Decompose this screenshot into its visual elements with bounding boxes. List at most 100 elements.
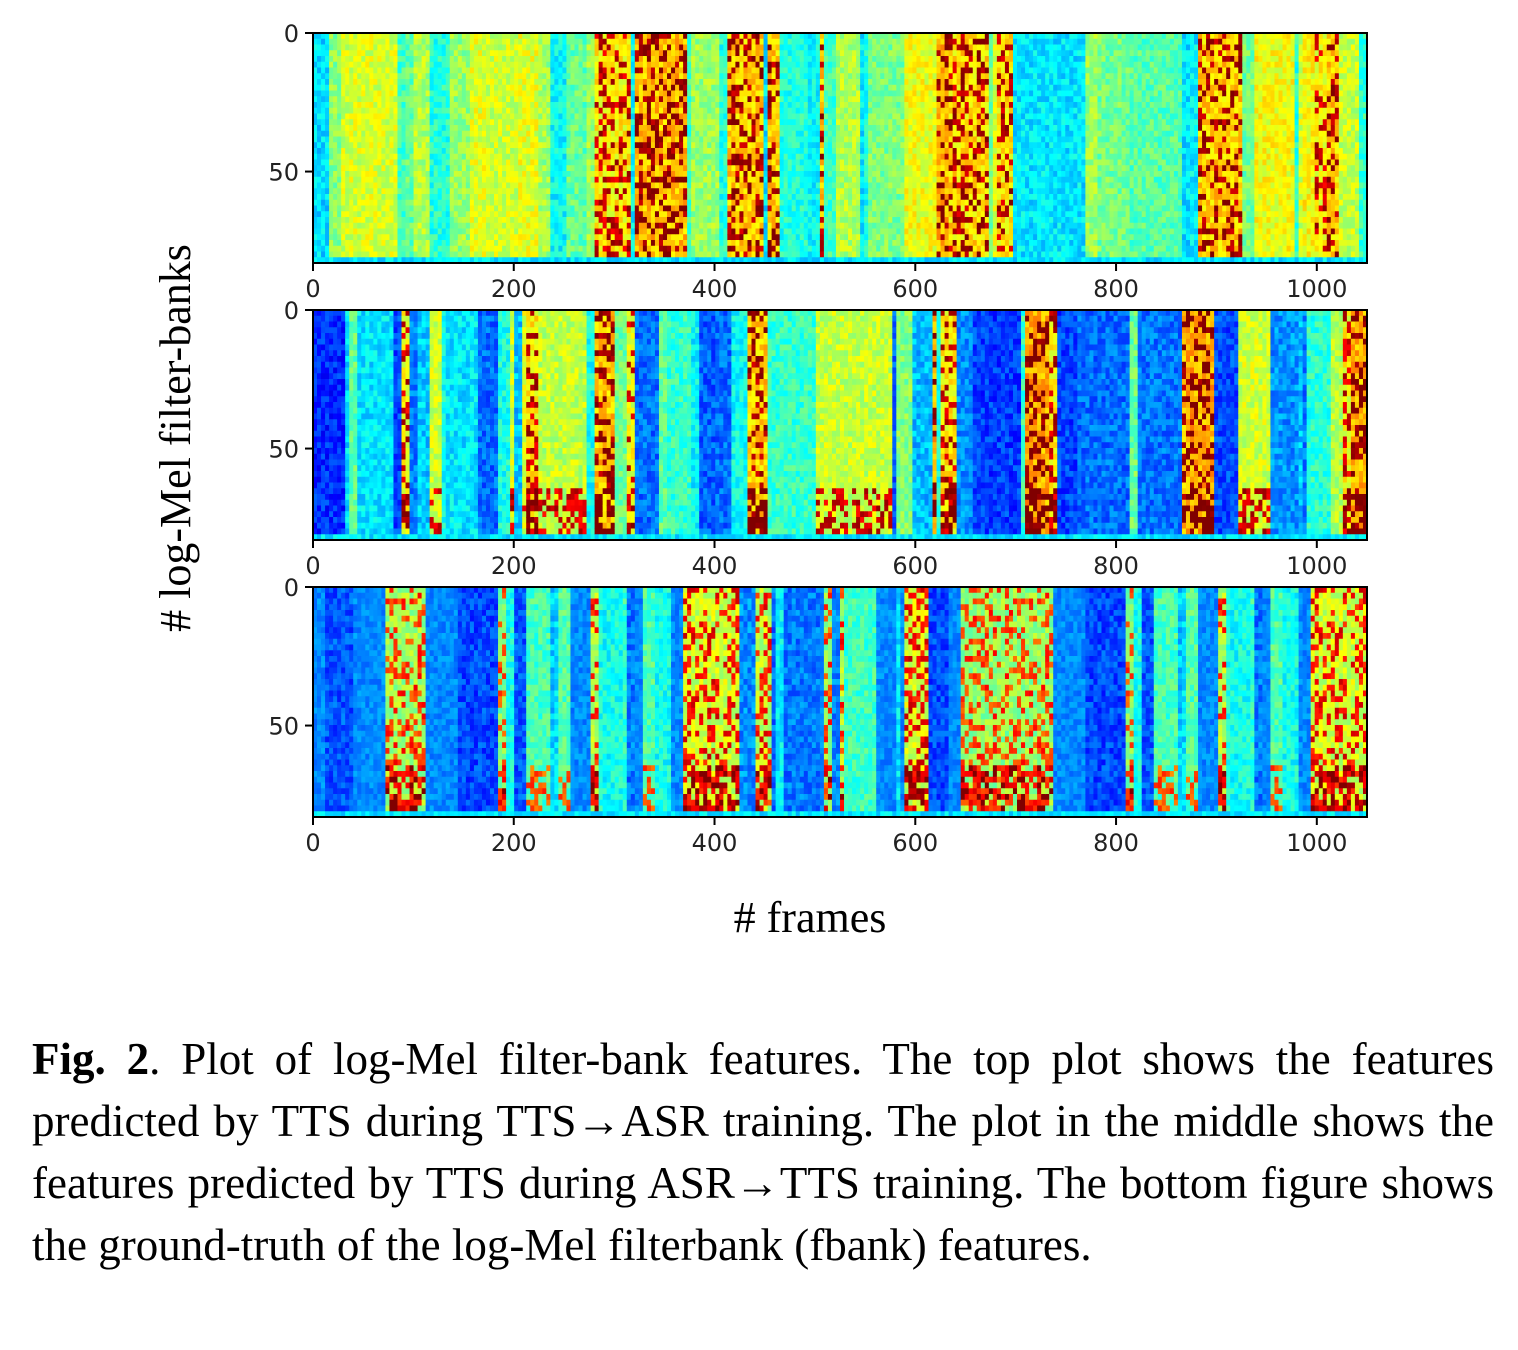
heatmap-cell: [430, 246, 435, 252]
heatmap-cell: [687, 234, 692, 240]
heatmap-cell: [655, 223, 660, 229]
heatmap-cell: [450, 165, 455, 171]
heatmap-cell: [522, 142, 527, 148]
heatmap-cell: [566, 108, 571, 114]
heatmap-cell: [615, 131, 620, 137]
heatmap-cell: [393, 229, 398, 235]
heatmap-cell: [542, 246, 547, 252]
heatmap-cell: [510, 50, 515, 56]
heatmap-cell: [406, 206, 411, 212]
heatmap-cell: [615, 119, 620, 125]
heatmap-cell: [462, 56, 467, 62]
heatmap-cell: [643, 68, 648, 74]
heatmap-cell: [397, 91, 402, 97]
heatmap-cell: [558, 188, 563, 194]
heatmap-cell: [647, 62, 652, 68]
heatmap-cell: [345, 114, 350, 120]
heatmap-cell: [478, 165, 483, 171]
heatmap-cell: [494, 160, 499, 166]
heatmap-cell: [679, 62, 684, 68]
heatmap-cell: [349, 73, 354, 79]
heatmap-cell: [550, 148, 555, 154]
heatmap-cell: [627, 234, 632, 240]
heatmap-cell: [587, 183, 592, 189]
heatmap-cell: [554, 56, 559, 62]
heatmap-cell: [671, 68, 676, 74]
heatmap-cell: [466, 125, 471, 131]
heatmap-cell: [478, 240, 483, 246]
heatmap-cell: [514, 177, 519, 183]
heatmap-cell: [526, 142, 531, 148]
heatmap-cell: [538, 240, 543, 246]
heatmap-cell: [373, 79, 378, 85]
heatmap-cell: [599, 96, 604, 102]
heatmap-cell: [663, 234, 668, 240]
heatmap-cell: [498, 165, 503, 171]
heatmap-cell: [562, 223, 567, 229]
heatmap-cell: [711, 206, 716, 212]
heatmap-cell: [603, 68, 608, 74]
heatmap-cell: [530, 142, 535, 148]
heatmap-cell: [595, 148, 600, 154]
heatmap-cell: [341, 56, 346, 62]
heatmap-cell: [329, 177, 334, 183]
heatmap-cell: [442, 142, 447, 148]
heatmap-cell: [446, 200, 451, 206]
heatmap-cell: [703, 62, 708, 68]
heatmap-cell: [498, 154, 503, 160]
heatmap-cell: [579, 142, 584, 148]
heatmap-cell: [454, 91, 459, 97]
heatmap-cell: [397, 137, 402, 143]
heatmap-cell: [611, 79, 616, 85]
heatmap-cell: [514, 96, 519, 102]
heatmap-cell: [410, 154, 415, 160]
heatmap-cell: [490, 85, 495, 91]
heatmap-cell: [434, 211, 439, 217]
heatmap-cell: [522, 171, 527, 177]
heatmap-cell: [570, 234, 575, 240]
heatmap-cell: [341, 50, 346, 56]
heatmap-cell: [510, 177, 515, 183]
heatmap-cell: [699, 50, 704, 56]
heatmap-cell: [402, 200, 407, 206]
heatmap-cell: [655, 142, 660, 148]
heatmap-cell: [470, 217, 475, 223]
heatmap-cell: [406, 217, 411, 223]
heatmap-cell: [361, 108, 366, 114]
heatmap-cell: [583, 160, 588, 166]
heatmap-cell: [562, 96, 567, 102]
heatmap-cell: [727, 154, 732, 160]
heatmap-cell: [703, 79, 708, 85]
heatmap-cell: [498, 223, 503, 229]
heatmap-cell: [723, 165, 728, 171]
heatmap-cell: [514, 91, 519, 97]
heatmap-cell: [627, 200, 632, 206]
heatmap-cell: [397, 142, 402, 148]
heatmap-cell: [422, 200, 427, 206]
heatmap-cell: [353, 223, 358, 229]
heatmap-cell: [341, 229, 346, 235]
heatmap-cell: [317, 240, 322, 246]
heatmap-cell: [703, 194, 708, 200]
heatmap-cell: [671, 240, 676, 246]
heatmap-cell: [526, 183, 531, 189]
heatmap-cell: [510, 45, 515, 51]
heatmap-cell: [743, 68, 748, 74]
heatmap-cell: [474, 171, 479, 177]
heatmap-cell: [410, 114, 415, 120]
heatmap-cell: [566, 85, 571, 91]
heatmap-cell: [414, 246, 419, 252]
heatmap-cell: [317, 68, 322, 74]
heatmap-cell: [462, 62, 467, 68]
heatmap-cell: [510, 188, 515, 194]
heatmap-cell: [422, 39, 427, 45]
heatmap-cell: [687, 62, 692, 68]
heatmap-cell: [635, 114, 640, 120]
heatmap-cell: [538, 68, 543, 74]
heatmap-cell: [570, 119, 575, 125]
heatmap-cell: [530, 131, 535, 137]
heatmap-cell: [719, 240, 724, 246]
heatmap-cell: [502, 252, 507, 258]
heatmap-cell: [687, 73, 692, 79]
heatmap-cell: [325, 85, 330, 91]
